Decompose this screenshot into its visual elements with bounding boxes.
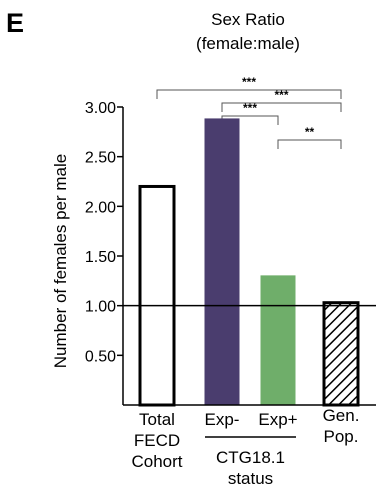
x-category-label: Gen. Pop.	[323, 406, 360, 446]
bar-1	[204, 118, 240, 406]
x-axis-labels: Total FECD Cohort Exp- Exp+ Gen. Pop. CTG18.1 st…	[131, 406, 359, 488]
y-tick-label: 2.00	[85, 199, 116, 216]
bars	[138, 118, 360, 407]
y-tick-label: 0.50	[85, 348, 116, 365]
x-category-label: Total FECD Cohort	[131, 410, 182, 471]
x-category-label: Exp+	[258, 410, 297, 429]
significance-brackets: ***********	[156, 75, 342, 149]
significance-bracket: ***	[221, 88, 342, 112]
significance-label: ***	[274, 88, 288, 102]
y-axis-label: Number of females per male	[51, 154, 70, 368]
bar-2	[260, 275, 296, 406]
bar-3	[322, 301, 360, 407]
significance-bracket: ***	[156, 75, 342, 99]
bar-0	[138, 184, 176, 407]
chart-subtitle: (female:male)	[196, 34, 300, 53]
significance-label: ***	[243, 101, 257, 115]
group-label: CTG18.1 status	[216, 448, 285, 488]
chart-title: Sex Ratio	[211, 10, 285, 29]
y-axis: 0.50 1.00 1.50 2.00 2.50 3.00	[85, 100, 376, 406]
x-category-label: Exp-	[205, 410, 240, 429]
y-tick-label: 2.50	[85, 150, 116, 167]
y-tick-label: 3.00	[85, 100, 116, 117]
significance-label: **	[305, 125, 315, 139]
y-tick-label: 1.00	[85, 299, 116, 316]
significance-bracket: **	[277, 125, 342, 149]
significance-label: ***	[242, 75, 256, 89]
panel-label: E	[6, 8, 24, 38]
y-tick-label: 1.50	[85, 249, 116, 266]
